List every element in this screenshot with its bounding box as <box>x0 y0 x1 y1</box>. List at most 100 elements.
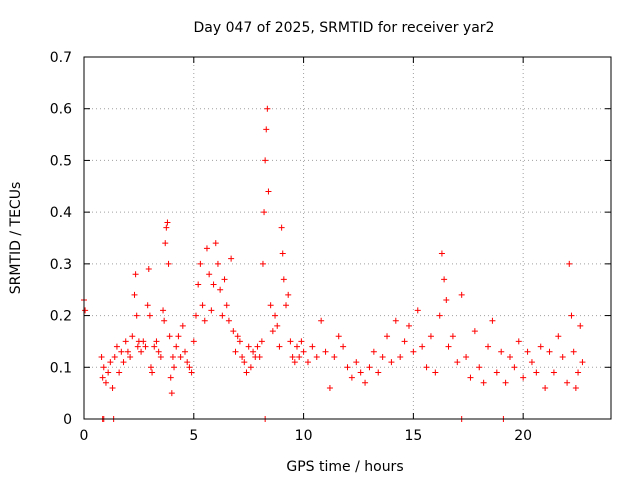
data-point <box>208 307 215 314</box>
x-tick-label: 5 <box>189 428 198 444</box>
data-point <box>432 369 439 376</box>
data-point <box>109 384 116 391</box>
data-point <box>401 338 408 345</box>
data-point <box>129 333 136 340</box>
data-point <box>228 255 235 262</box>
data-point <box>142 343 149 350</box>
data-point <box>225 317 232 324</box>
data-point <box>210 281 217 288</box>
data-point <box>167 374 174 381</box>
data-point <box>131 291 138 298</box>
data-point <box>230 328 237 335</box>
data-point <box>199 302 206 309</box>
data-point <box>145 266 152 273</box>
data-point <box>107 359 114 366</box>
data-point <box>570 348 577 355</box>
data-point <box>438 250 445 257</box>
data-point <box>262 157 269 164</box>
data-point <box>370 348 377 355</box>
data-point <box>250 348 257 355</box>
data-point <box>254 343 261 350</box>
data-point <box>219 312 226 319</box>
data-point <box>405 322 412 329</box>
data-point <box>384 333 391 340</box>
data-point <box>515 338 522 345</box>
data-point <box>184 359 191 366</box>
data-point <box>555 333 562 340</box>
data-point <box>186 364 193 371</box>
data-point <box>261 209 268 216</box>
data-point <box>449 333 456 340</box>
data-point <box>274 322 281 329</box>
data-point <box>102 379 109 386</box>
y-axis-label: SRMTID / TECUs <box>8 182 24 295</box>
data-point <box>480 379 487 386</box>
data-point <box>245 343 252 350</box>
data-point <box>293 343 300 350</box>
data-point <box>163 224 170 231</box>
data-point <box>157 353 164 360</box>
data-point <box>550 369 557 376</box>
data-point <box>436 312 443 319</box>
data-point <box>147 364 154 371</box>
data-point <box>279 250 286 257</box>
data-point <box>182 348 189 355</box>
data-point <box>99 374 106 381</box>
data-point <box>118 348 125 355</box>
data-point <box>232 348 239 355</box>
data-point <box>276 343 283 350</box>
data-point <box>309 343 316 350</box>
data-point <box>289 353 296 360</box>
data-point <box>511 364 518 371</box>
data-point <box>427 333 434 340</box>
data-point <box>165 260 172 267</box>
data-point <box>388 359 395 366</box>
data-point <box>322 348 329 355</box>
x-axis-label: GPS time / hours <box>286 459 403 475</box>
data-point <box>537 343 544 350</box>
data-point <box>520 374 527 381</box>
data-point <box>291 359 298 366</box>
x-tick-label: 15 <box>404 428 422 444</box>
data-point <box>264 105 271 112</box>
data-point <box>318 317 325 324</box>
data-point <box>212 240 219 247</box>
data-point <box>144 302 151 309</box>
data-point <box>190 338 197 345</box>
data-point <box>524 348 531 355</box>
data-point <box>357 369 364 376</box>
data-point <box>113 343 120 350</box>
data-point <box>151 343 158 350</box>
data-point <box>197 260 204 267</box>
data-point <box>272 312 279 319</box>
grid-lines <box>84 57 611 419</box>
y-tick-label: 0.2 <box>50 309 72 325</box>
data-point <box>175 333 182 340</box>
data-point <box>348 374 355 381</box>
data-point <box>579 359 586 366</box>
data-point <box>258 338 265 345</box>
y-tick-label: 0.5 <box>50 153 72 169</box>
data-point <box>105 369 112 376</box>
y-tick-labels: 0 0.1 0.2 0.3 0.4 0.5 0.6 0.7 <box>50 50 72 428</box>
data-point <box>160 307 167 314</box>
data-point <box>195 281 202 288</box>
data-point <box>414 307 421 314</box>
chart-title: Day 047 of 2025, SRMTID for receiver yar… <box>194 20 495 36</box>
data-point <box>326 384 333 391</box>
data-point <box>263 126 270 133</box>
data-point <box>82 307 89 314</box>
y-tick-label: 0 <box>63 412 72 428</box>
data-point <box>241 359 248 366</box>
data-point <box>169 353 176 360</box>
data-point <box>300 348 307 355</box>
y-tick-label: 0.1 <box>50 360 72 376</box>
y-tick-label: 0.4 <box>50 205 72 221</box>
data-point <box>419 343 426 350</box>
data-point <box>331 353 338 360</box>
data-point <box>392 317 399 324</box>
data-point <box>127 353 134 360</box>
y-tick-label: 0.7 <box>50 50 72 66</box>
data-point <box>217 286 224 293</box>
